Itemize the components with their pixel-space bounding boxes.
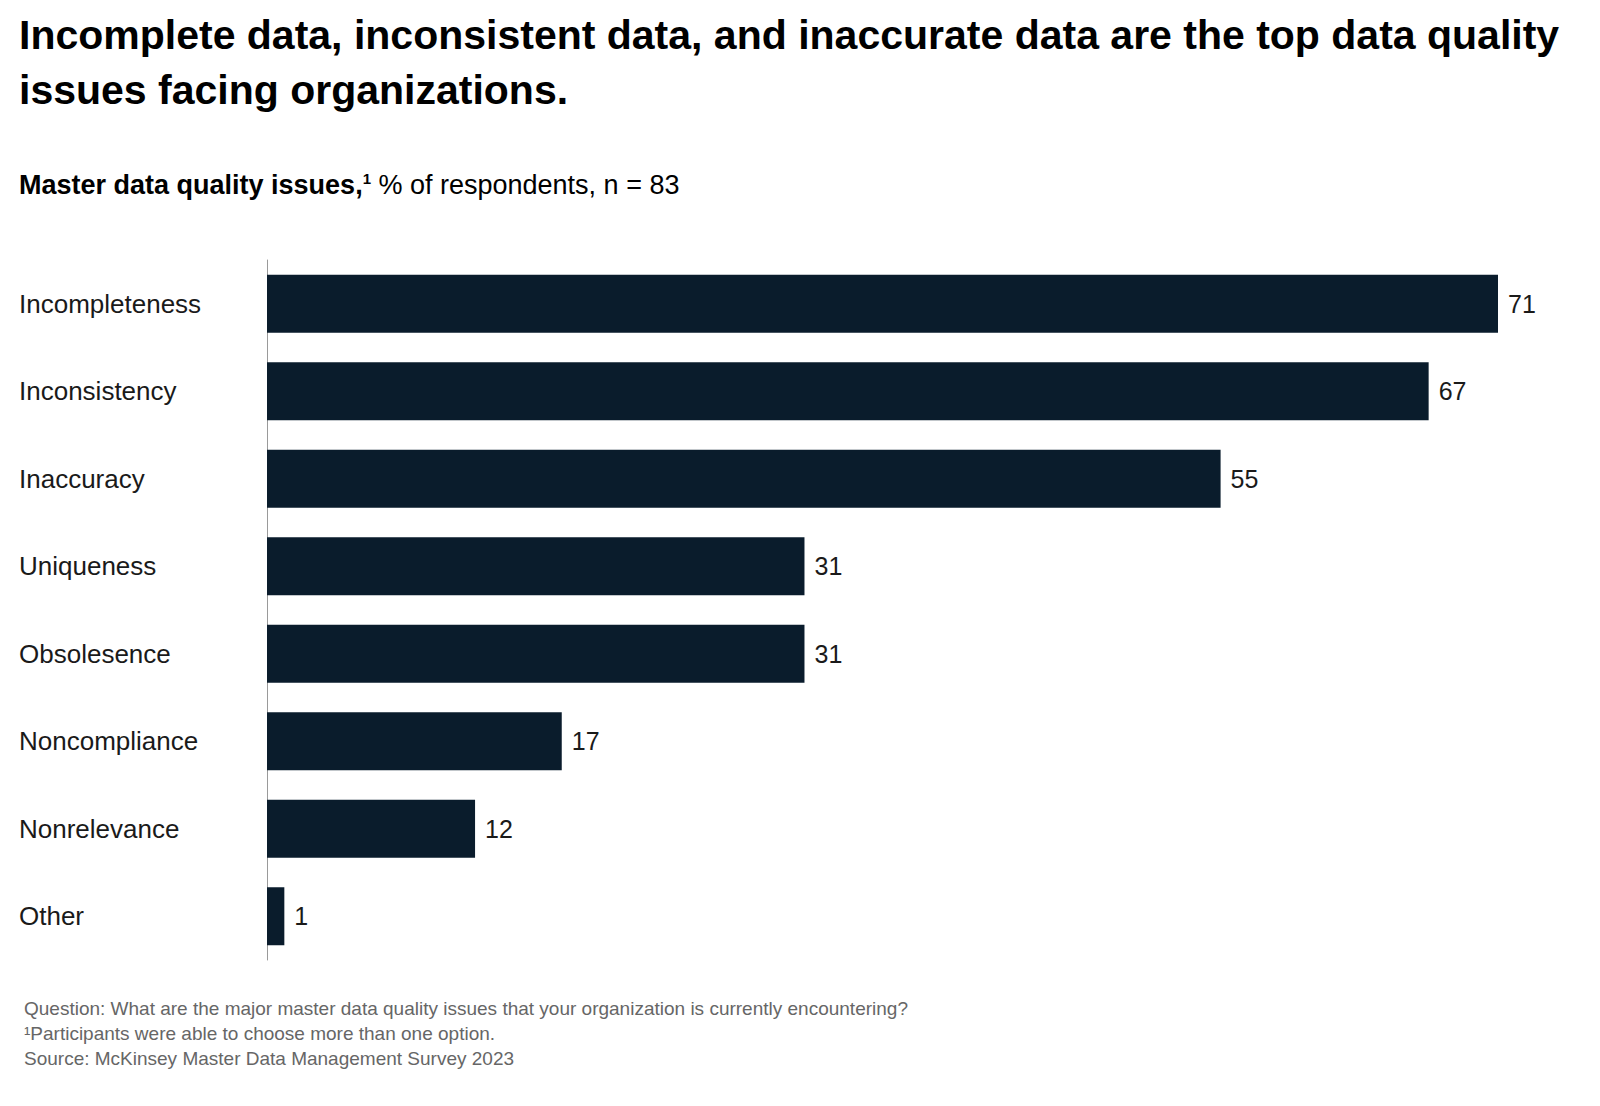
svg-text:Noncompliance: Noncompliance (19, 726, 198, 756)
svg-text:Incompleteness: Incompleteness (19, 289, 201, 319)
svg-text:31: 31 (814, 640, 842, 668)
html-text:Incomplete data, inconsistent: Incomplete data, inconsistent data, and … (19, 12, 1560, 113)
svg-text:Nonrelevance: Nonrelevance (19, 814, 179, 844)
svg-text:1: 1 (294, 902, 308, 930)
html-text:Source: McKinsey Master Data M: Source: McKinsey Master Data Management … (24, 1048, 514, 1069)
svg-text:Other: Other (19, 901, 84, 931)
svg-text:Inaccuracy: Inaccuracy (19, 464, 145, 494)
svg-text:67: 67 (1439, 377, 1467, 405)
html-text:Question: What are the major m: Question: What are the major master data… (24, 998, 908, 1019)
html-text:Master data quality issues,1%: Master data quality issues,1% of respond… (19, 170, 680, 200)
html-text:¹Participants were able to cho: ¹Participants were able to choose more t… (24, 1023, 496, 1044)
svg-text:Inconsistency: Inconsistency (19, 376, 177, 406)
svg-text:17: 17 (572, 727, 600, 755)
svg-text:31: 31 (814, 552, 842, 580)
svg-text:71: 71 (1508, 290, 1536, 318)
svg-text:Obsolesence: Obsolesence (19, 639, 171, 669)
svg-text:55: 55 (1231, 465, 1259, 493)
svg-text:Uniqueness: Uniqueness (19, 551, 156, 581)
svg-text:12: 12 (485, 815, 513, 843)
